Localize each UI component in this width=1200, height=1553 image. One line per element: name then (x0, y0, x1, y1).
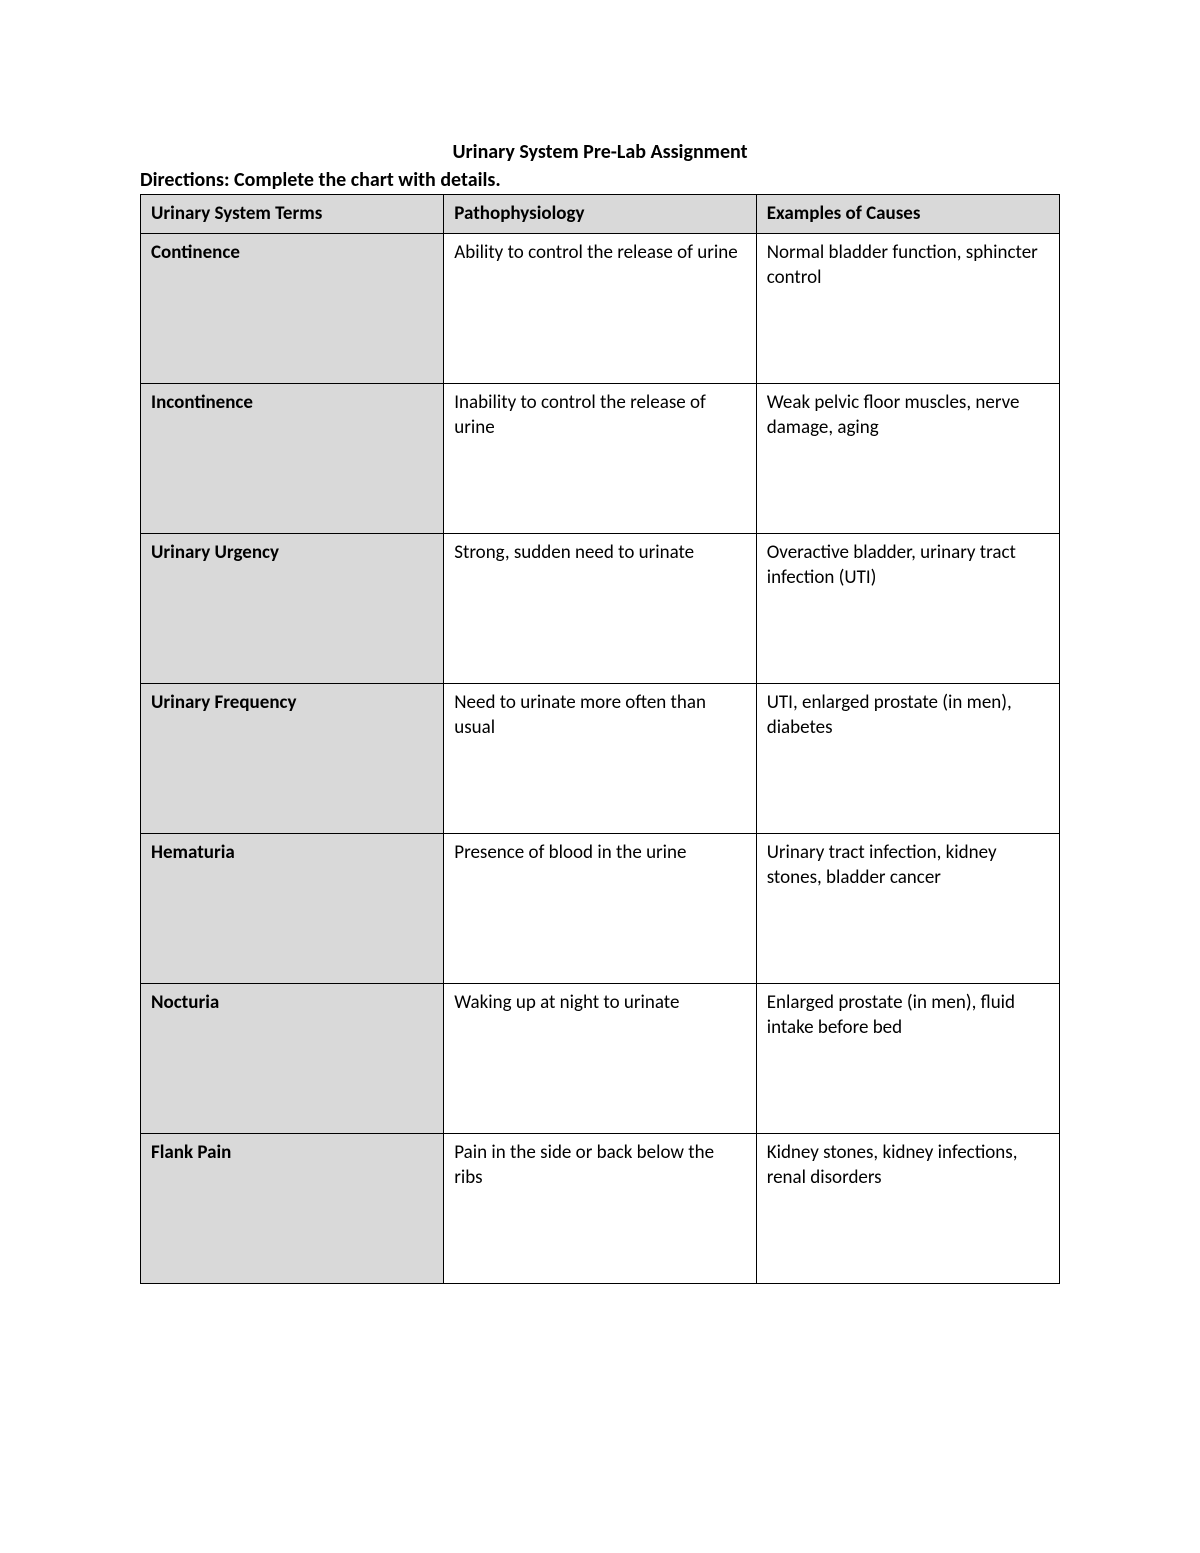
term-cell: Hematuria (141, 833, 444, 983)
patho-cell: Ability to control the release of urine (444, 233, 756, 383)
table-row: Urinary Urgency Strong, sudden need to u… (141, 533, 1060, 683)
causes-cell: Overactive bladder, urinary tract infect… (756, 533, 1059, 683)
document-page: Urinary System Pre-Lab Assignment Direct… (0, 0, 1200, 1553)
patho-cell: Need to urinate more often than usual (444, 683, 756, 833)
column-header-patho: Pathophysiology (444, 195, 756, 234)
term-cell: Nocturia (141, 983, 444, 1133)
causes-cell: UTI, enlarged prostate (in men), diabete… (756, 683, 1059, 833)
table-row: Urinary Frequency Need to urinate more o… (141, 683, 1060, 833)
causes-cell: Urinary tract infection, kidney stones, … (756, 833, 1059, 983)
causes-cell: Weak pelvic floor muscles, nerve damage,… (756, 383, 1059, 533)
table-row: Incontinence Inability to control the re… (141, 383, 1060, 533)
term-cell: Urinary Urgency (141, 533, 444, 683)
patho-cell: Presence of blood in the urine (444, 833, 756, 983)
patho-cell: Strong, sudden need to urinate (444, 533, 756, 683)
table-row: Continence Ability to control the releas… (141, 233, 1060, 383)
causes-cell: Enlarged prostate (in men), fluid intake… (756, 983, 1059, 1133)
column-header-terms: Urinary System Terms (141, 195, 444, 234)
causes-cell: Kidney stones, kidney infections, renal … (756, 1133, 1059, 1283)
page-title: Urinary System Pre-Lab Assignment (140, 140, 1060, 164)
patho-cell: Inability to control the release of urin… (444, 383, 756, 533)
term-cell: Urinary Frequency (141, 683, 444, 833)
patho-cell: Pain in the side or back below the ribs (444, 1133, 756, 1283)
causes-cell: Normal bladder function, sphincter contr… (756, 233, 1059, 383)
patho-cell: Waking up at night to urinate (444, 983, 756, 1133)
urinary-terms-table: Urinary System Terms Pathophysiology Exa… (140, 194, 1060, 1284)
column-header-causes: Examples of Causes (756, 195, 1059, 234)
table-header-row: Urinary System Terms Pathophysiology Exa… (141, 195, 1060, 234)
page-directions: Directions: Complete the chart with deta… (140, 168, 1060, 192)
table-row: Hematuria Presence of blood in the urine… (141, 833, 1060, 983)
table-row: Flank Pain Pain in the side or back belo… (141, 1133, 1060, 1283)
table-row: Nocturia Waking up at night to urinate E… (141, 983, 1060, 1133)
term-cell: Flank Pain (141, 1133, 444, 1283)
term-cell: Continence (141, 233, 444, 383)
term-cell: Incontinence (141, 383, 444, 533)
